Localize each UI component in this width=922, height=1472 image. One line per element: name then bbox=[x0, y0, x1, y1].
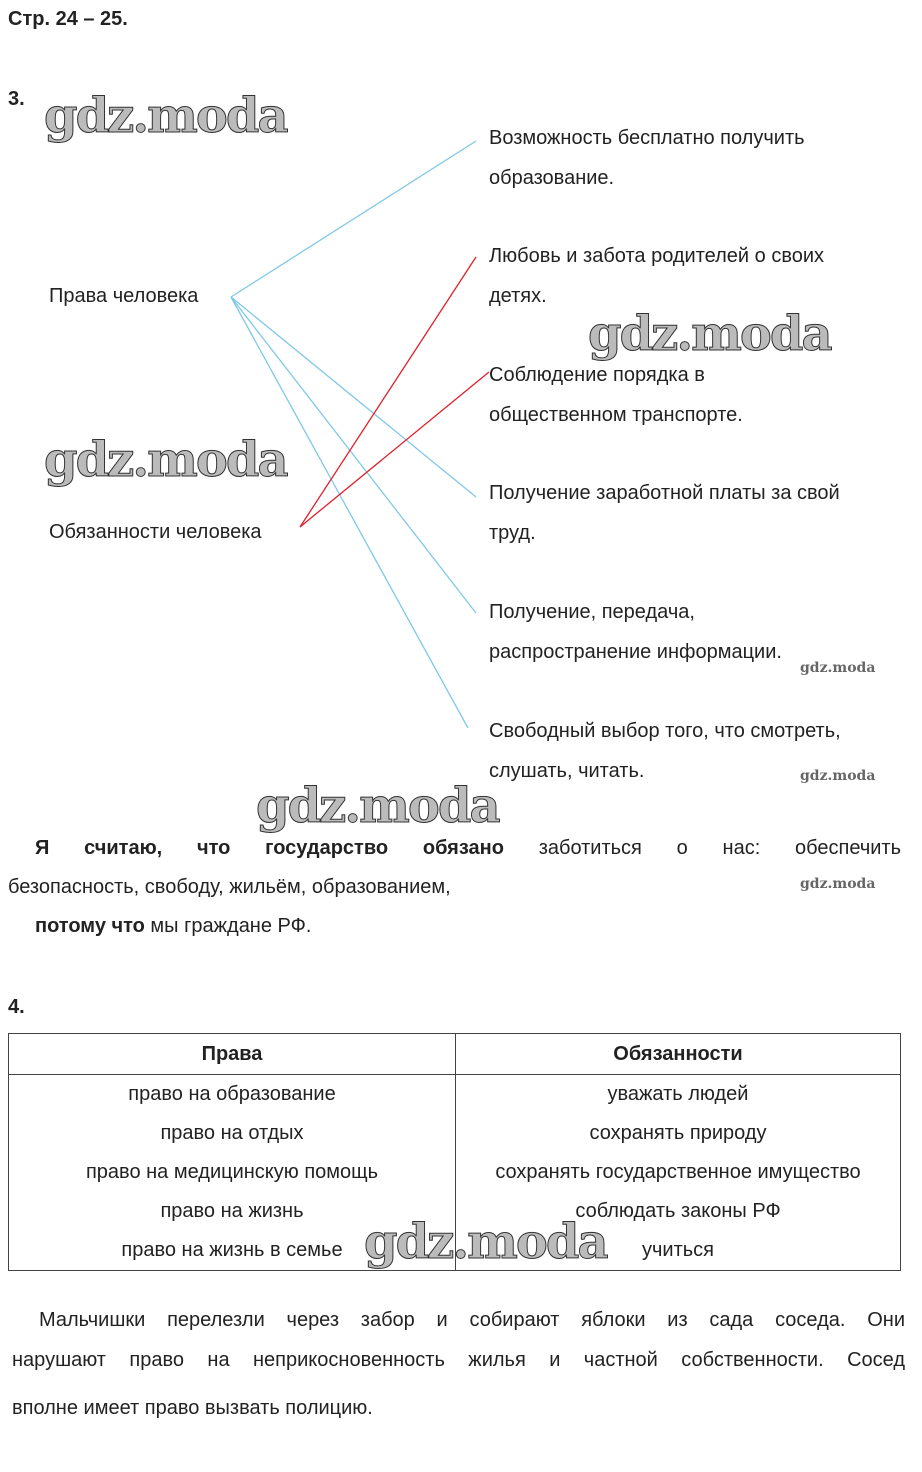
right-item: Получение заработной платы за свой труд. bbox=[489, 482, 840, 544]
right-item: Любовь и забота родителей о своих детях. bbox=[489, 245, 825, 307]
watermark-logo: gdz.moda bbox=[364, 1214, 610, 1271]
table-row: право на жизнь в семье учиться bbox=[8, 1231, 901, 1271]
answer-paragraph: Я считаю, что государство обязано заботи… bbox=[8, 837, 901, 937]
watermark-logo: gdz.moda bbox=[588, 306, 834, 363]
left-item-rights: Права человека bbox=[49, 285, 199, 307]
right-item: Возможность бесплатно получить образовани… bbox=[489, 127, 805, 189]
right-item: Свободный выбор того, что смотреть, слуша… bbox=[489, 720, 841, 782]
table-row: право на образование уважать людей bbox=[8, 1074, 901, 1114]
right-item: Соблюдение порядка в общественном транспо… bbox=[489, 364, 743, 426]
rights-duties-table: Права Обязанности право на образование ува… bbox=[8, 1033, 901, 1271]
matching-lines bbox=[230, 140, 490, 729]
watermark-logo: gdz.moda bbox=[256, 778, 502, 835]
line-duties-2 bbox=[299, 256, 477, 528]
line-rights-1 bbox=[230, 140, 477, 298]
task-number: 4. bbox=[8, 996, 25, 1018]
line-duties-3 bbox=[299, 371, 490, 528]
situation-paragraph: Мальчишки перелезли через забор и собира… bbox=[12, 1309, 905, 1419]
line-rights-4 bbox=[230, 296, 477, 498]
line-rights-6 bbox=[230, 296, 469, 729]
watermark-logo: gdz.moda bbox=[44, 88, 290, 145]
table-row: право на медицинскую помощь сохранять гос… bbox=[8, 1153, 901, 1192]
watermark-logo: gdz.moda bbox=[800, 768, 876, 784]
watermark-logo: gdz.moda bbox=[800, 876, 876, 892]
right-item: Получение, передача, распространение инфо… bbox=[489, 601, 782, 663]
line-rights-5 bbox=[230, 296, 477, 614]
left-item-duties: Обязанности человека bbox=[49, 521, 262, 543]
table-row: право на жизнь соблюдать законы РФ bbox=[8, 1192, 901, 1231]
task-number: 3. bbox=[8, 88, 25, 110]
watermark-logo: gdz.moda bbox=[44, 432, 290, 489]
watermark-logo: gdz.moda bbox=[800, 660, 876, 676]
page-header: Стр. 24 – 25. bbox=[8, 8, 128, 30]
table-row: право на отдых сохранять природу bbox=[8, 1114, 901, 1153]
